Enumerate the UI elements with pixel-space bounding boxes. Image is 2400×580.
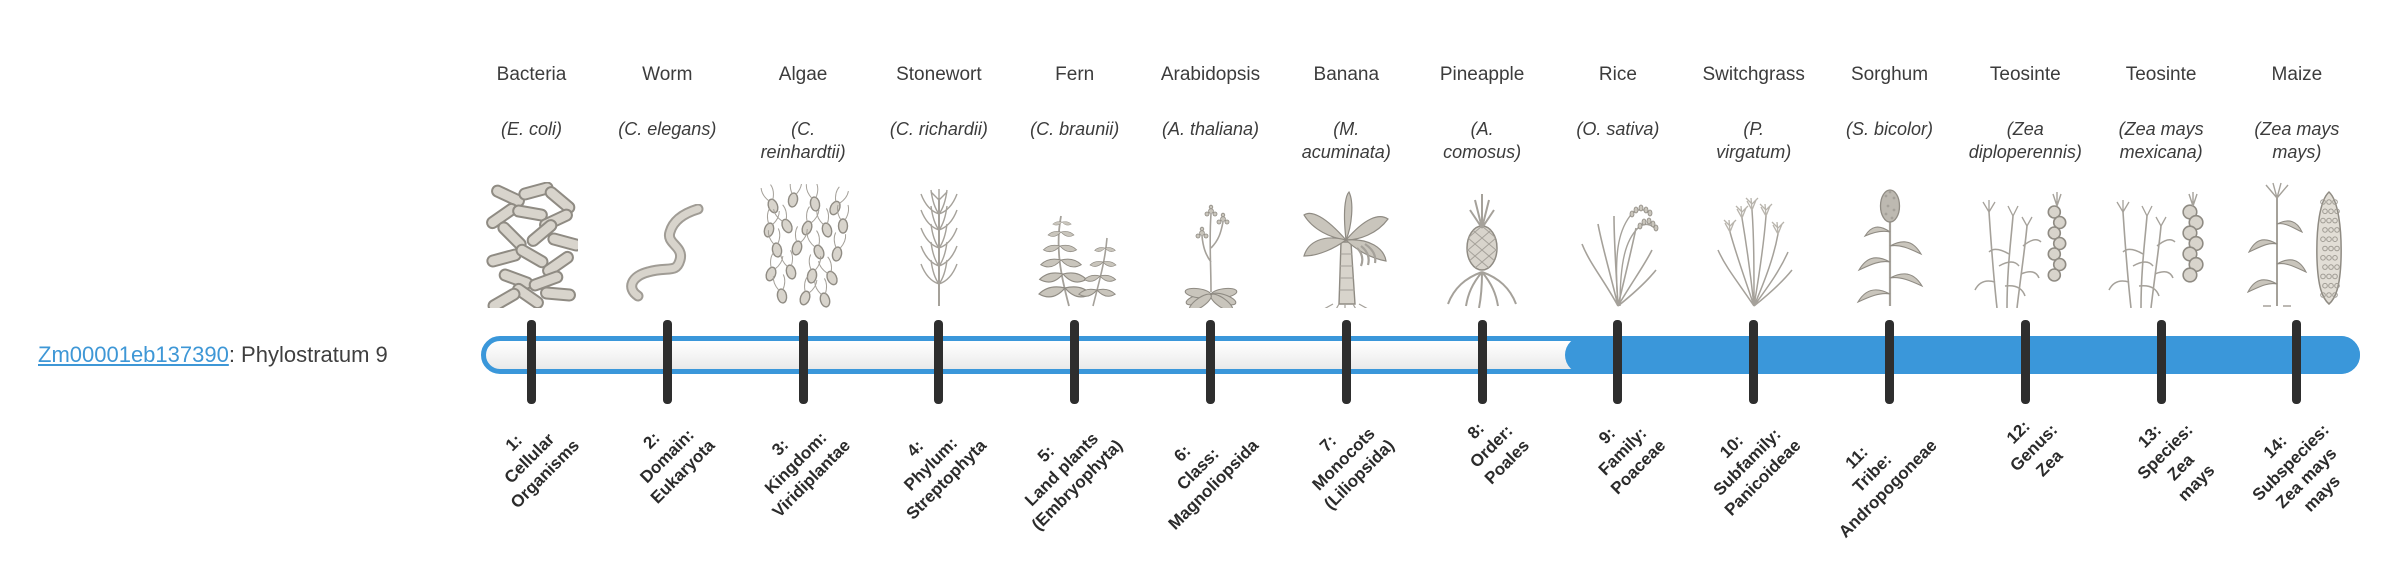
organism-name: Arabidopsis [1160, 64, 1261, 85]
organism-name: Switchgrass [1702, 64, 1805, 85]
phylostratum-label: 9: Family: Poaceae [1594, 423, 1670, 499]
organism-name: Stonewort [896, 64, 982, 85]
organism-species: (C. reinhardtii) [760, 119, 846, 162]
organism-species: (A. thaliana) [1161, 119, 1260, 139]
phylostratum-label: 12: Genus: Zea [2002, 416, 2067, 481]
organism-name: Bacteria [496, 64, 567, 85]
organism-species: (P. virgatum) [1716, 119, 1792, 162]
organism-species: (C. richardii) [889, 119, 988, 139]
phylostratum-tick [2156, 320, 2166, 404]
teosinte-mexicana-icon [2091, 170, 2231, 308]
organism-name: Algae [778, 64, 828, 85]
organism-name: Sorghum [1850, 64, 1929, 85]
organism-name: Rice [1598, 64, 1637, 85]
phylostratum-tick [1885, 320, 1894, 404]
organism-name: Teosinte [2125, 64, 2197, 85]
phylostratum-tick [1341, 320, 1351, 404]
organism-species: (M. acuminata) [1301, 119, 1391, 162]
organism-name: Pineapple [1439, 64, 1525, 85]
rice-icon [1548, 170, 1688, 308]
phylostrata-bar [481, 336, 2360, 374]
phylostratum-label: 14: Subspecies: Zea mays mays [2248, 420, 2344, 516]
organism-name: Maize [2271, 64, 2323, 85]
banana-icon [1276, 170, 1416, 308]
bacteria-icon [462, 170, 602, 308]
arabidopsis-icon [1141, 170, 1281, 308]
organism-species: (A. comosus) [1443, 119, 1522, 162]
worm-icon [597, 170, 737, 308]
sorghum-icon [1820, 170, 1960, 308]
algae-icon [733, 170, 873, 308]
phylostratum-label: 13: Species: Zea mays [2133, 420, 2219, 505]
organism-species: (Zea diploperennis) [1968, 119, 2082, 162]
maize-icon [2227, 170, 2367, 308]
phylostratum-tick [934, 320, 944, 404]
phylostratum-tick [1749, 320, 1759, 404]
pineapple-icon [1412, 170, 1552, 308]
bar-fill [1564, 336, 2360, 374]
phylostratum-label: 10: Subfamily: Panicoideae [1710, 424, 1805, 520]
phylostratum-label: 7: Monocots (Liliopsida) [1308, 423, 1398, 514]
organism-species: (C. elegans) [618, 119, 717, 139]
gene-id-link[interactable]: Zm00001eb137390 [38, 342, 229, 367]
organism-name: Banana [1313, 64, 1380, 85]
phylostratum-label: 3: Kingdom: Viridiplantae [761, 428, 855, 522]
organism-species: (Zea mays mays) [2254, 119, 2340, 162]
organism-species: (E. coli) [500, 119, 562, 139]
organism-species: (C. braunii) [1030, 119, 1120, 139]
organism-name: Teosinte [1989, 64, 2061, 85]
phylostratum-tick [798, 320, 808, 404]
switchgrass-icon [1684, 170, 1824, 308]
organism-species: (S. bicolor) [1845, 119, 1934, 139]
phylostratum-label: 4: Phylum: Streptophyta [900, 433, 991, 524]
phylostratum-label: 8: Order: Poales [1464, 418, 1534, 489]
phylostratum-label: 6: Class: Magnoliopsida [1164, 435, 1262, 534]
organism-species: (Zea mays mexicana) [2118, 119, 2204, 162]
organism-species: (O. sativa) [1576, 119, 1660, 139]
phylostratum-label: 11: Tribe: Andropogoneae [1835, 435, 1941, 542]
gene-phylostratum-text: : Phylostratum 9 [228, 342, 388, 367]
phylostratum-tick [527, 320, 536, 404]
phylostratum-tick [1070, 320, 1080, 404]
fern-icon [1005, 170, 1145, 308]
teosinte-diploperennis-icon [1955, 170, 2095, 308]
phylostratum-label: 2: Domain: Eukaryota [636, 425, 719, 508]
stonewort-icon [869, 170, 1009, 308]
phylostratum-tick [662, 320, 672, 404]
phylostratum-tick [1477, 320, 1487, 404]
organism-name: Worm [642, 64, 693, 85]
phylostratum-tick [2292, 320, 2302, 404]
phylostratum-tick [1613, 320, 1623, 404]
phylostratum-label: 1: Cellular Organisms [500, 429, 583, 513]
organism-name: Fern [1055, 64, 1095, 85]
gene-label: Zm00001eb137390: Phylostratum 9 [38, 341, 388, 369]
phylostratum-label: 5: Land plants (Embryophyta) [1020, 428, 1126, 535]
phylostratum-tick [1206, 320, 1215, 404]
phylostratum-tick [2020, 320, 2030, 404]
